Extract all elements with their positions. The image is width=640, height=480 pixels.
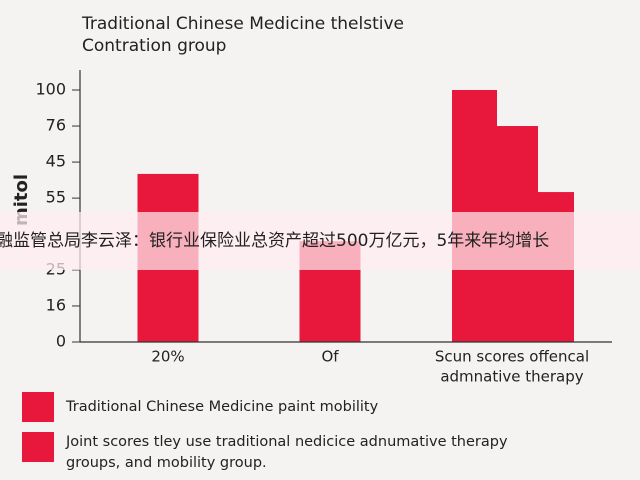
caption-text: 融监管总局李云泽：银行业保险业总资产超过500万亿元，5年来年均增长 xyxy=(0,231,549,251)
caption-overlay: 融监管总局李云泽：银行业保险业总资产超过500万亿元，5年来年均增长 xyxy=(0,212,640,270)
y-tick-label: 55 xyxy=(46,188,66,207)
y-tick-label: 16 xyxy=(46,295,66,314)
chart-title: Contration group xyxy=(82,36,226,56)
legend-label: Traditional Chinese Medicine paint mobil… xyxy=(65,399,379,415)
chart-title: Traditional Chinese Medicine thelstive xyxy=(81,14,404,34)
y-tick-label: 45 xyxy=(46,152,66,171)
y-tick-label: 0 xyxy=(56,332,66,351)
x-tick-label: 20% xyxy=(151,348,184,366)
legend-swatch xyxy=(22,432,54,462)
caption-band xyxy=(0,212,640,270)
legend-label: Joint scores tley use traditional nedici… xyxy=(65,434,508,450)
y-tick-label: 76 xyxy=(46,116,66,135)
legend-swatch xyxy=(22,392,54,422)
y-tick-label: 100 xyxy=(35,80,66,99)
x-tick-label: admnative therapy xyxy=(440,368,583,386)
legend-label: groups, and mobility group. xyxy=(66,455,267,471)
x-tick-label: Scun scores offencal xyxy=(435,348,589,366)
x-tick-label: Of xyxy=(321,348,339,366)
